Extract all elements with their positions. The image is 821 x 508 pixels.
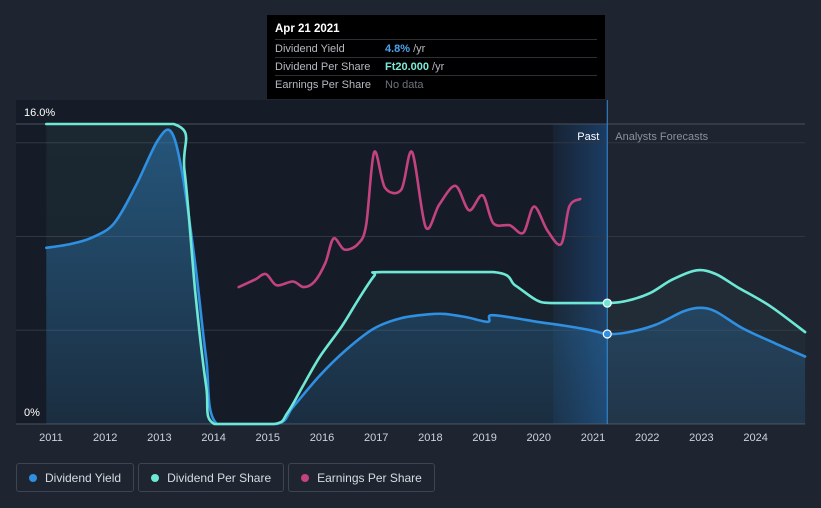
x-tick-label: 2021 (581, 432, 605, 444)
x-tick-label: 2023 (689, 432, 713, 444)
legend-dot-icon (29, 473, 37, 482)
marker-dividend-yield (602, 329, 612, 339)
x-tick-label: 2019 (472, 432, 496, 444)
marker-dividend-per-share (602, 298, 612, 308)
series-area-dividend-per-share (46, 124, 806, 424)
tooltip-row-earnings-per-share: Earnings Per Share No data (275, 75, 597, 93)
y-tick-label-top: 16.0% (24, 107, 55, 119)
tooltip-unit: /yr (432, 60, 445, 73)
legend-dividend-yield[interactable]: Dividend Yield (16, 463, 135, 492)
x-tick-label: 2014 (201, 432, 225, 444)
forecast-label: Analysts Forecasts (615, 131, 708, 143)
tooltip-value: Ft20.000 (385, 60, 430, 73)
series-line-earnings-per-share (237, 150, 582, 289)
x-tick-label: 2011 (39, 432, 63, 444)
x-tick-label: 2022 (635, 432, 659, 444)
tooltip-value: No data (385, 78, 424, 91)
legend-label: Dividend Yield (45, 470, 122, 485)
x-tick-label: 2013 (147, 432, 171, 444)
tooltip-unit: /yr (413, 42, 426, 55)
x-tick-label: 2017 (364, 432, 388, 444)
x-tick-label: 2020 (527, 432, 551, 444)
legend: Dividend Yield Dividend Per Share Earnin… (16, 463, 435, 492)
y-tick-label-bottom: 0% (24, 407, 40, 419)
tooltip-label: Dividend Yield (275, 42, 345, 55)
x-tick-label: 2015 (256, 432, 280, 444)
legend-dot-icon (151, 473, 160, 482)
tooltip-date: Apr 21 2021 (275, 23, 340, 35)
tooltip-value: 4.8% (385, 42, 411, 55)
legend-earnings-per-share[interactable]: Earnings Per Share (288, 463, 435, 492)
legend-dot-icon (301, 473, 310, 482)
past-label: Past (577, 131, 599, 143)
x-tick-label: 2018 (418, 432, 442, 444)
x-tick-label: 2024 (743, 432, 767, 444)
tooltip-row-dividend-per-share: Dividend Per Share Ft20.000 /yr (275, 57, 597, 75)
series-line-dividend-yield (45, 128, 807, 426)
x-tick-label: 2012 (93, 432, 117, 444)
tooltip-row-dividend-yield: Dividend Yield 4.8% /yr (275, 39, 597, 57)
legend-dividend-per-share[interactable]: Dividend Per Share (138, 463, 285, 492)
tooltip: Apr 21 2021 Dividend Yield 4.8% /yr Divi… (267, 15, 605, 99)
x-tick-label: 2016 (310, 432, 334, 444)
legend-label: Dividend Per Share (167, 470, 272, 485)
tooltip-label: Dividend Per Share (275, 60, 371, 73)
legend-label: Earnings Per Share (317, 470, 422, 485)
series-line-dividend-per-share (45, 122, 807, 426)
tooltip-label: Earnings Per Share (275, 78, 371, 91)
